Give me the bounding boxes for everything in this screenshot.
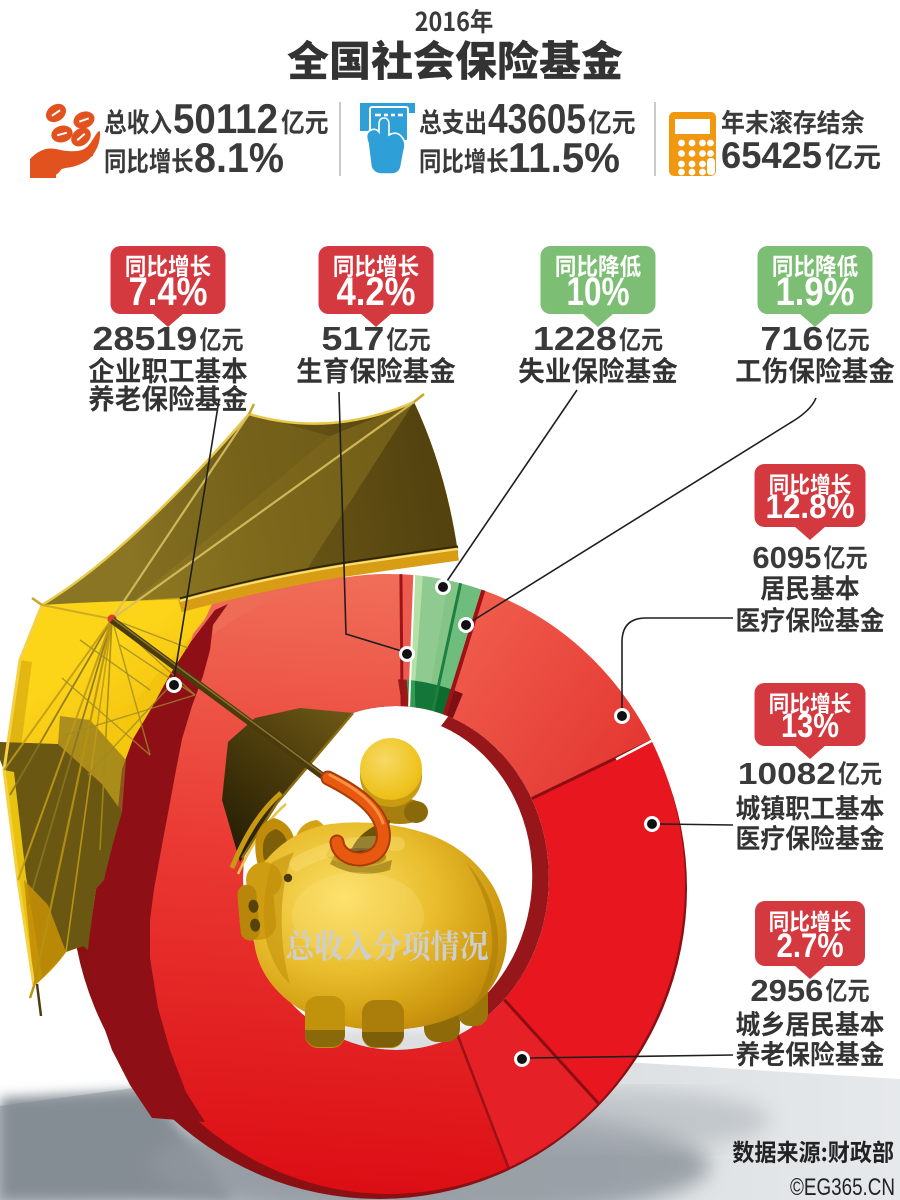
svg-text:©EG365.CN: ©EG365.CN	[790, 1174, 895, 1200]
svg-text:28519: 28519	[92, 320, 197, 357]
svg-text:517: 517	[321, 320, 384, 357]
svg-text:4.2%: 4.2%	[337, 270, 416, 314]
svg-text:8.1%: 8.1%	[194, 134, 284, 181]
svg-text:43605: 43605	[488, 95, 586, 142]
svg-text:2956: 2956	[750, 973, 823, 1008]
svg-text:1228: 1228	[533, 320, 617, 357]
svg-text:65425: 65425	[721, 135, 822, 176]
svg-text:1.9%: 1.9%	[776, 270, 855, 314]
svg-text:6095: 6095	[752, 540, 821, 575]
svg-text:50112: 50112	[173, 95, 278, 142]
svg-text:2.7%: 2.7%	[777, 927, 844, 965]
svg-text:11.5%: 11.5%	[508, 134, 620, 181]
svg-text:716: 716	[760, 320, 823, 357]
svg-text:7.4%: 7.4%	[129, 270, 208, 314]
svg-text:13%: 13%	[781, 707, 839, 745]
svg-text:12.8%: 12.8%	[766, 488, 855, 526]
svg-text:10082: 10082	[738, 756, 836, 791]
svg-text:10%: 10%	[567, 270, 630, 314]
